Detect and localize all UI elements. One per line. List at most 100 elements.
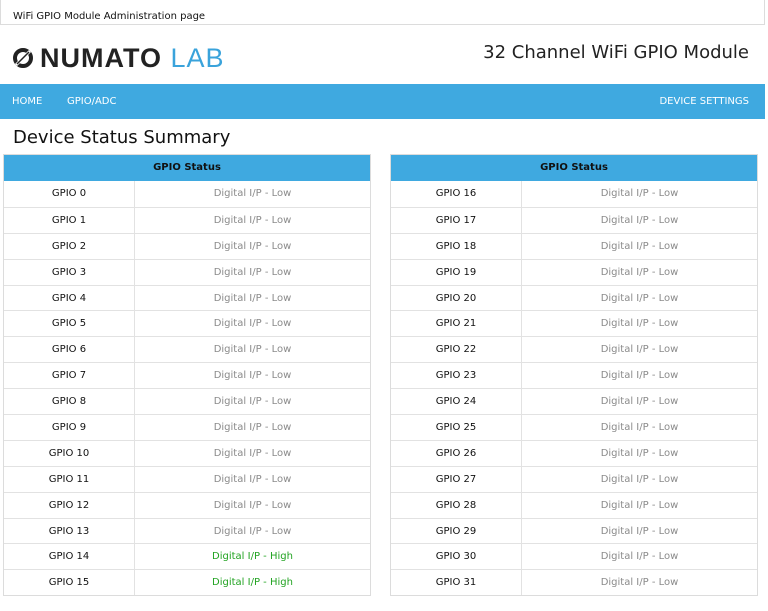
table-row: GPIO 16 Digital I/P - Low (391, 181, 757, 207)
gpio-name-cell: GPIO 2 (4, 233, 135, 259)
table-row: GPIO 25 Digital I/P - Low (391, 414, 757, 440)
gpio-status-cell: Digital I/P - High (212, 551, 293, 563)
page-caption: WiFi GPIO Module Administration page (0, 0, 765, 25)
nav-home-link[interactable]: HOME (12, 96, 43, 107)
gpio-name-cell: GPIO 6 (4, 337, 135, 363)
gpio-status-cell: Digital I/P - Low (600, 577, 679, 589)
gpio-name-cell: GPIO 27 (391, 466, 522, 492)
gpio-name-cell: GPIO 5 (4, 311, 135, 337)
gpio-status-cell: Digital I/P - Low (600, 292, 679, 304)
gpio-status-cell: Digital I/P - Low (213, 473, 292, 485)
gpio-status-cell: Digital I/P - Low (600, 551, 679, 563)
gpio-status-cell: Digital I/P - Low (600, 422, 679, 434)
numato-logo-icon (13, 48, 33, 68)
table-row: GPIO 10 Digital I/P - Low (4, 439, 370, 466)
logo-text-lab: LAB (170, 43, 225, 73)
table-row: GPIO 26 Digital I/P - Low (391, 439, 757, 466)
gpio-name-cell: GPIO 14 (4, 544, 135, 570)
gpio-name-cell: GPIO 19 (391, 259, 522, 285)
table-row: GPIO 22 Digital I/P - Low (391, 336, 757, 363)
table-row: GPIO 15 Digital I/P - High (4, 569, 370, 596)
gpio-status-cell: Digital I/P - Low (600, 447, 679, 459)
table-row: GPIO 28 Digital I/P - Low (391, 491, 757, 518)
gpio-name-cell: GPIO 11 (4, 466, 135, 492)
table-row: GPIO 4 Digital I/P - Low (4, 284, 370, 311)
table-row: GPIO 23 Digital I/P - Low (391, 362, 757, 389)
logo: NUMATO LAB (12, 43, 225, 73)
table-header: GPIO Status (391, 155, 757, 181)
gpio-status-cell: Digital I/P - Low (213, 525, 292, 537)
page-title: Device Status Summary (13, 127, 231, 148)
gpio-status-cell: Digital I/P - Low (213, 318, 292, 330)
table-row: GPIO 30 Digital I/P - Low (391, 543, 757, 570)
nav-device-settings-link[interactable]: DEVICE SETTINGS (659, 96, 749, 107)
table-row: GPIO 0 Digital I/P - Low (4, 181, 370, 207)
gpio-name-cell: GPIO 25 (391, 415, 522, 440)
gpio-status-cell: Digital I/P - Low (600, 240, 679, 252)
table-row: GPIO 12 Digital I/P - Low (4, 491, 370, 518)
table-row: GPIO 8 Digital I/P - Low (4, 388, 370, 415)
table-row: GPIO 14 Digital I/P - High (4, 543, 370, 570)
gpio-name-cell: GPIO 0 (4, 181, 135, 207)
table-row: GPIO 2 Digital I/P - Low (4, 232, 370, 259)
logo-text-numato: NUMATO (40, 43, 162, 73)
gpio-status-cell: Digital I/P - Low (600, 266, 679, 278)
table-row: GPIO 11 Digital I/P - Low (4, 465, 370, 492)
gpio-name-cell: GPIO 30 (391, 544, 522, 570)
gpio-name-cell: GPIO 15 (4, 570, 135, 596)
table-row: GPIO 5 Digital I/P - Low (4, 310, 370, 337)
table-row: GPIO 27 Digital I/P - Low (391, 465, 757, 492)
table-header: GPIO Status (4, 155, 370, 181)
gpio-status-cell: Digital I/P - Low (213, 447, 292, 459)
gpio-name-cell: GPIO 3 (4, 259, 135, 285)
gpio-name-cell: GPIO 24 (391, 389, 522, 415)
gpio-name-cell: GPIO 7 (4, 363, 135, 389)
gpio-name-cell: GPIO 4 (4, 285, 135, 311)
navbar: HOME GPIO/ADC DEVICE SETTINGS (0, 84, 765, 119)
gpio-name-cell: GPIO 1 (4, 207, 135, 233)
gpio-status-cell: Digital I/P - Low (600, 344, 679, 356)
gpio-name-cell: GPIO 21 (391, 311, 522, 337)
table-row: GPIO 29 Digital I/P - Low (391, 517, 757, 544)
table-row: GPIO 3 Digital I/P - Low (4, 258, 370, 285)
table-row: GPIO 13 Digital I/P - Low (4, 517, 370, 544)
nav-gpio-adc-link[interactable]: GPIO/ADC (67, 96, 117, 107)
gpio-name-cell: GPIO 8 (4, 389, 135, 415)
gpio-name-cell: GPIO 12 (4, 492, 135, 518)
gpio-status-cell: Digital I/P - Low (213, 370, 292, 382)
gpio-name-cell: GPIO 10 (4, 440, 135, 466)
gpio-name-cell: GPIO 26 (391, 440, 522, 466)
table-row: GPIO 24 Digital I/P - Low (391, 388, 757, 415)
table-row: GPIO 1 Digital I/P - Low (4, 206, 370, 233)
gpio-status-cell: Digital I/P - Low (213, 422, 292, 434)
gpio-name-cell: GPIO 31 (391, 570, 522, 596)
gpio-status-cell: Digital I/P - Low (600, 318, 679, 330)
gpio-name-cell: GPIO 28 (391, 492, 522, 518)
table-row: GPIO 20 Digital I/P - Low (391, 284, 757, 311)
gpio-status-cell: Digital I/P - Low (600, 525, 679, 537)
table-row: GPIO 7 Digital I/P - Low (4, 362, 370, 389)
table-row: GPIO 18 Digital I/P - Low (391, 232, 757, 259)
gpio-status-cell: Digital I/P - Low (600, 188, 679, 199)
gpio-status-cell: Digital I/P - Low (213, 214, 292, 226)
gpio-name-cell: GPIO 17 (391, 207, 522, 233)
gpio-status-cell: Digital I/P - Low (213, 292, 292, 304)
gpio-name-cell: GPIO 20 (391, 285, 522, 311)
table-row: GPIO 21 Digital I/P - Low (391, 310, 757, 337)
gpio-name-cell: GPIO 29 (391, 518, 522, 544)
gpio-status-cell: Digital I/P - Low (213, 396, 292, 408)
gpio-status-cell: Digital I/P - Low (600, 370, 679, 382)
gpio-status-cell: Digital I/P - High (212, 577, 293, 589)
logo-text: NUMATO LAB (40, 43, 225, 73)
table-row: GPIO 17 Digital I/P - Low (391, 206, 757, 233)
gpio-name-cell: GPIO 18 (391, 233, 522, 259)
gpio-status-cell: Digital I/P - Low (213, 344, 292, 356)
gpio-status-cell: Digital I/P - Low (600, 396, 679, 408)
gpio-status-cell: Digital I/P - Low (213, 240, 292, 252)
gpio-status-cell: Digital I/P - Low (213, 266, 292, 278)
gpio-name-cell: GPIO 22 (391, 337, 522, 363)
gpio-status-cell: Digital I/P - Low (213, 499, 292, 511)
gpio-status-cell: Digital I/P - Low (600, 473, 679, 485)
header: NUMATO LAB 32 Channel WiFi GPIO Module (0, 25, 768, 85)
table-row: GPIO 6 Digital I/P - Low (4, 336, 370, 363)
